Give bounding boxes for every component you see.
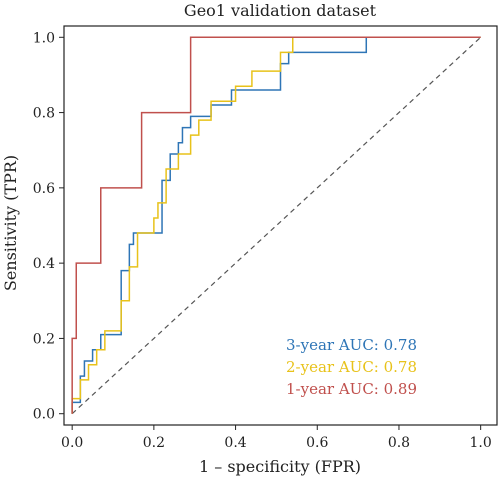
y-tick-label: 0.2: [33, 331, 55, 347]
x-tick-label: 0.0: [61, 435, 83, 451]
y-tick-label: 0.8: [33, 106, 55, 122]
x-tick-label: 1.0: [470, 435, 492, 451]
x-tick-label: 0.4: [224, 435, 246, 451]
y-axis-title: Sensitivity (TPR): [1, 155, 20, 291]
legend-entry: 3-year AUC: 0.78: [286, 336, 417, 354]
chart-title: Geo1 validation dataset: [184, 1, 377, 20]
y-tick-label: 0.4: [33, 256, 55, 272]
reference-diagonal-line: [71, 36, 482, 415]
plot-frame: [63, 25, 498, 426]
y-tick-label: 0.6: [33, 181, 55, 197]
x-axis-title: 1 – specificity (FPR): [199, 457, 361, 476]
roc-curve-1: [71, 36, 481, 414]
y-tick-label: 1.0: [33, 30, 55, 46]
x-tick-label: 0.8: [388, 435, 410, 451]
y-tick-label: 0.0: [33, 407, 55, 423]
x-tick-label: 0.2: [143, 435, 165, 451]
roc-curve-3: [71, 36, 481, 414]
roc-curve-2: [71, 36, 481, 414]
x-tick-label: 0.6: [306, 435, 328, 451]
plot-area: 0.0 0.2 0.4 0.6 0.8 1.0 0.0 0.2 0.4 0.6 0.8 1.0 3-ye…: [33, 25, 498, 451]
legend-entry: 1-year AUC: 0.89: [286, 380, 417, 398]
legend-entry: 2-year AUC: 0.78: [286, 358, 417, 376]
